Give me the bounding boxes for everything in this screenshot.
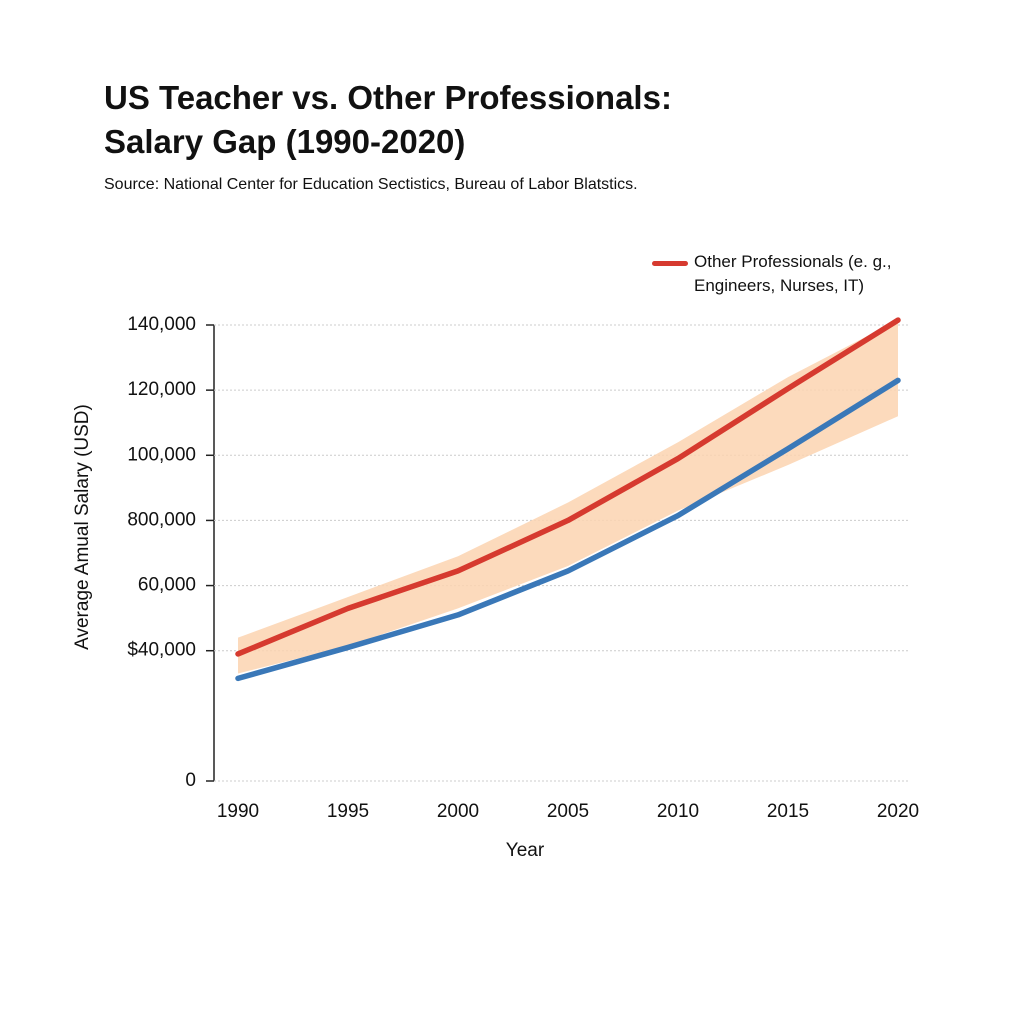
x-axis-label: Year <box>506 840 545 861</box>
x-tick-label: 2020 <box>877 801 919 822</box>
x-tick-label: 2015 <box>767 801 809 822</box>
y-tick-label: 0 <box>185 770 196 791</box>
chart-subtitle: Source: National Center for Education Se… <box>104 176 638 193</box>
y-tick-label: 800,000 <box>127 509 196 530</box>
y-tick-label: 140,000 <box>127 314 196 335</box>
series-line <box>235 317 901 657</box>
chart-title: US Teacher vs. Other Professionals: Sala… <box>104 79 672 160</box>
legend-swatch <box>652 261 688 266</box>
legend-label: Other Professionals (e. g., Engineers, N… <box>694 252 892 295</box>
y-tick-label: 60,000 <box>138 575 196 596</box>
x-tick-label: 2000 <box>437 801 479 822</box>
y-tick-label: $40,000 <box>127 640 196 661</box>
confidence-band <box>238 320 898 674</box>
x-tick-label: 2010 <box>657 801 699 822</box>
x-tick-label: 2005 <box>547 801 589 822</box>
series-line <box>235 377 901 682</box>
y-axis-label: Average Amual Salary (USD) <box>72 404 93 650</box>
y-tick-label: 100,000 <box>127 444 196 465</box>
y-tick-label: 120,000 <box>127 379 196 400</box>
x-tick-label: 1995 <box>327 801 369 822</box>
x-tick-label: 1990 <box>217 801 259 822</box>
